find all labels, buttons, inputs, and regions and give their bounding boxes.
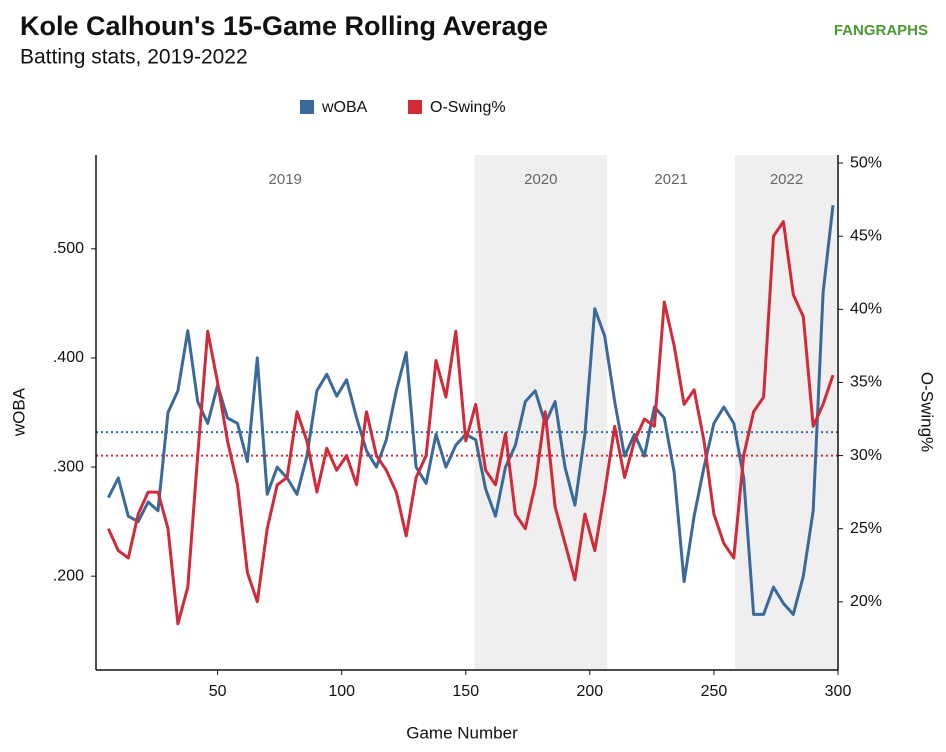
y-tick-label: .200	[53, 567, 84, 584]
legend-label: wOBA	[321, 99, 368, 116]
chart-subtitle: Batting stats, 2019-2022	[20, 46, 248, 69]
y-axis-label: wOBA	[9, 387, 28, 437]
x-tick-label: 150	[452, 683, 479, 700]
season-band	[735, 155, 838, 670]
y2-tick-label: 35%	[850, 374, 882, 391]
season-label: 2022	[770, 171, 803, 188]
y-tick-label: .300	[53, 458, 84, 475]
y2-tick-label: 50%	[850, 154, 882, 171]
y2-tick-label: 45%	[850, 227, 882, 244]
x-tick-label: 200	[576, 683, 603, 700]
x-tick-label: 50	[209, 683, 227, 700]
legend-swatch	[408, 100, 422, 114]
y2-tick-label: 25%	[850, 520, 882, 537]
season-label: 2021	[654, 171, 687, 188]
x-tick-label: 250	[701, 683, 728, 700]
x-tick-label: 300	[825, 683, 852, 700]
legend-label: O-Swing%	[430, 99, 506, 116]
y2-tick-label: 20%	[850, 593, 882, 610]
y-tick-label: .500	[53, 240, 84, 257]
y2-tick-label: 30%	[850, 447, 882, 464]
y2-tick-label: 40%	[850, 301, 882, 318]
y-tick-label: .400	[53, 349, 84, 366]
x-axis-label: Game Number	[406, 723, 518, 742]
season-label: 2019	[269, 171, 302, 188]
x-tick-label: 100	[328, 683, 355, 700]
series-line	[107, 220, 835, 626]
season-label: 2020	[524, 171, 557, 188]
y2-axis-label: O-Swing%	[918, 372, 937, 452]
series-line	[107, 205, 835, 616]
chart-title: Kole Calhoun's 15-Game Rolling Average	[20, 11, 548, 41]
legend-swatch	[300, 100, 314, 114]
source-logo: FANGRAPHS	[834, 22, 928, 39]
